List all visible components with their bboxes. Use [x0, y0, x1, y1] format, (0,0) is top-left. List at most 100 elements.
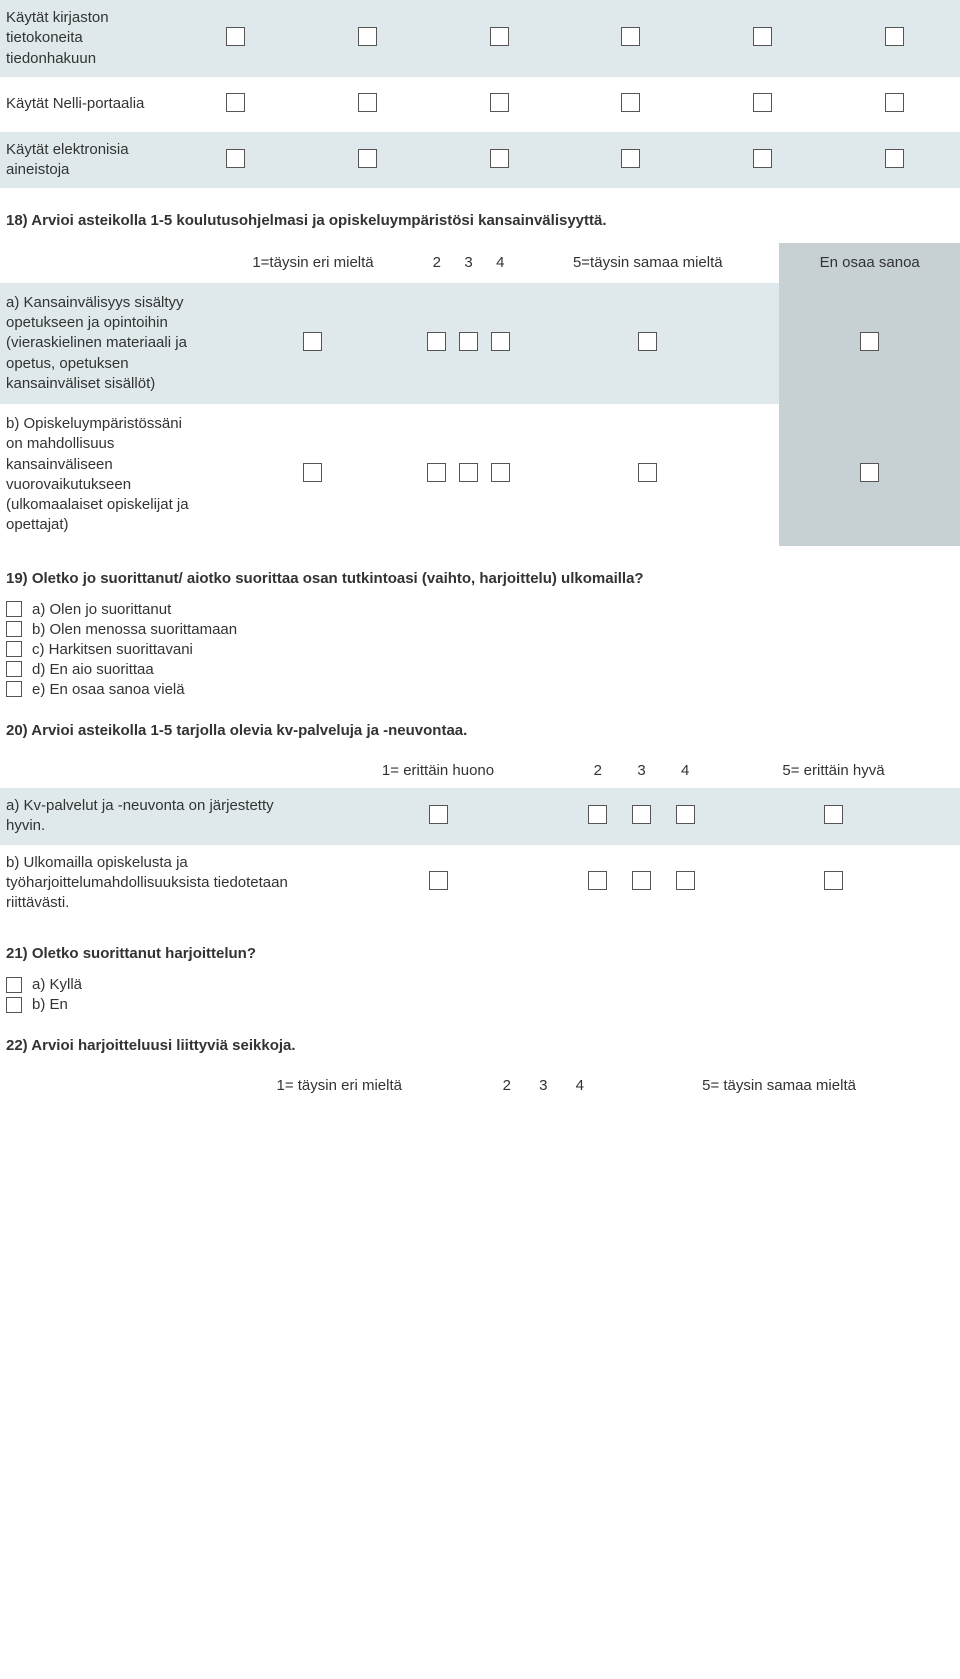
checkbox[interactable] — [490, 27, 509, 46]
q20-question: 20) Arvioi asteikolla 1-5 tarjolla olevi… — [0, 722, 960, 739]
checkbox-cell — [779, 404, 960, 546]
checkbox[interactable] — [885, 149, 904, 168]
checkbox[interactable] — [303, 463, 322, 482]
option-label: b) En — [32, 996, 68, 1013]
checkbox[interactable] — [358, 149, 377, 168]
table-row: a) Kansainvälisyys sisältyy opetukseen j… — [0, 283, 960, 404]
checkbox[interactable] — [491, 463, 510, 482]
checkbox[interactable] — [621, 27, 640, 46]
checkbox[interactable] — [303, 332, 322, 351]
checkbox[interactable] — [753, 149, 772, 168]
checkbox-cell — [433, 132, 565, 189]
checkbox-cell — [565, 77, 697, 132]
checkbox-cell — [433, 0, 565, 77]
checkbox[interactable] — [459, 332, 478, 351]
list-item: e) En osaa sanoa vielä — [6, 681, 960, 698]
table-row: b) Ulkomailla opiskelusta ja työharjoitt… — [0, 845, 960, 922]
checkbox[interactable] — [632, 805, 651, 824]
checkbox[interactable] — [588, 805, 607, 824]
checkbox-cell — [421, 283, 453, 404]
checkbox[interactable] — [358, 27, 377, 46]
checkbox-cell — [779, 283, 960, 404]
checkbox-cell — [205, 283, 421, 404]
q22-header-blank — [0, 1068, 190, 1104]
list-item: c) Harkitsen suorittavani — [6, 641, 960, 658]
checkbox-cell — [697, 132, 829, 189]
q21-option-list: a) Kylläb) En — [0, 976, 960, 1013]
checkbox-cell — [300, 788, 576, 845]
row-label: Käytät Nelli-portaalia — [0, 77, 170, 132]
q22-question: 22) Arvioi harjoitteluusi liittyviä seik… — [0, 1037, 960, 1054]
checkbox[interactable] — [753, 93, 772, 112]
checkbox-cell — [828, 0, 960, 77]
q20-header-3: 3 — [620, 753, 664, 789]
checkbox[interactable] — [638, 332, 657, 351]
option-label: d) En aio suorittaa — [32, 661, 154, 678]
checkbox[interactable] — [676, 871, 695, 890]
checkbox[interactable] — [459, 463, 478, 482]
checkbox-cell — [620, 845, 664, 922]
checkbox[interactable] — [860, 463, 879, 482]
checkbox[interactable] — [6, 641, 22, 657]
q18-header-5: 5=täysin samaa mieltä — [516, 243, 779, 283]
checkbox[interactable] — [6, 977, 22, 993]
q20-header-2: 2 — [576, 753, 620, 789]
checkbox[interactable] — [885, 27, 904, 46]
checkbox[interactable] — [824, 805, 843, 824]
checkbox[interactable] — [226, 93, 245, 112]
list-item: b) Olen menossa suorittamaan — [6, 621, 960, 638]
list-item: a) Olen jo suorittanut — [6, 601, 960, 618]
checkbox[interactable] — [226, 149, 245, 168]
table-row: Käytät Nelli-portaalia — [0, 77, 960, 132]
checkbox[interactable] — [676, 805, 695, 824]
checkbox[interactable] — [427, 332, 446, 351]
checkbox-cell — [453, 404, 485, 546]
checkbox[interactable] — [6, 601, 22, 617]
q20-header-5: 5= erittäin hyvä — [707, 753, 960, 789]
checkbox[interactable] — [621, 149, 640, 168]
checkbox[interactable] — [632, 871, 651, 890]
checkbox[interactable] — [429, 805, 448, 824]
checkbox[interactable] — [824, 871, 843, 890]
checkbox-cell — [453, 283, 485, 404]
q18-header-blank — [0, 243, 205, 283]
checkbox[interactable] — [226, 27, 245, 46]
checkbox[interactable] — [6, 621, 22, 637]
checkbox[interactable] — [638, 463, 657, 482]
checkbox[interactable] — [885, 93, 904, 112]
q18-header-1: 1=täysin eri mieltä — [205, 243, 421, 283]
q22-header-4: 4 — [562, 1068, 599, 1104]
checkbox-cell — [576, 845, 620, 922]
checkbox-cell — [170, 132, 302, 189]
checkbox-cell — [828, 132, 960, 189]
checkbox-cell — [484, 404, 516, 546]
checkbox[interactable] — [429, 871, 448, 890]
q18-header-6: En osaa sanoa — [779, 243, 960, 283]
checkbox-cell — [205, 404, 421, 546]
checkbox[interactable] — [753, 27, 772, 46]
checkbox[interactable] — [588, 871, 607, 890]
checkbox[interactable] — [6, 681, 22, 697]
checkbox[interactable] — [6, 997, 22, 1013]
row-label: b) Opiskeluympäristössäni on mahdollisuu… — [0, 404, 205, 546]
checkbox[interactable] — [621, 93, 640, 112]
checkbox-cell — [707, 788, 960, 845]
checkbox[interactable] — [490, 93, 509, 112]
checkbox[interactable] — [860, 332, 879, 351]
row-label: b) Ulkomailla opiskelusta ja työharjoitt… — [0, 845, 300, 922]
checkbox-cell — [663, 845, 707, 922]
checkbox[interactable] — [490, 149, 509, 168]
q19-question: 19) Oletko jo suorittanut/ aiotko suorit… — [0, 570, 960, 587]
checkbox[interactable] — [6, 661, 22, 677]
q20-header-4: 4 — [663, 753, 707, 789]
q20-table: 1= erittäin huono 2 3 4 5= erittäin hyvä… — [0, 753, 960, 922]
checkbox-cell — [576, 788, 620, 845]
q18-question: 18) Arvioi asteikolla 1-5 koulutusohjelm… — [0, 212, 960, 229]
checkbox[interactable] — [491, 332, 510, 351]
checkbox-cell — [565, 0, 697, 77]
row-label: a) Kv-palvelut ja -neuvonta on järjestet… — [0, 788, 300, 845]
checkbox[interactable] — [358, 93, 377, 112]
checkbox[interactable] — [427, 463, 446, 482]
checkbox-cell — [663, 788, 707, 845]
q22-header-5: 5= täysin samaa mieltä — [598, 1068, 960, 1104]
